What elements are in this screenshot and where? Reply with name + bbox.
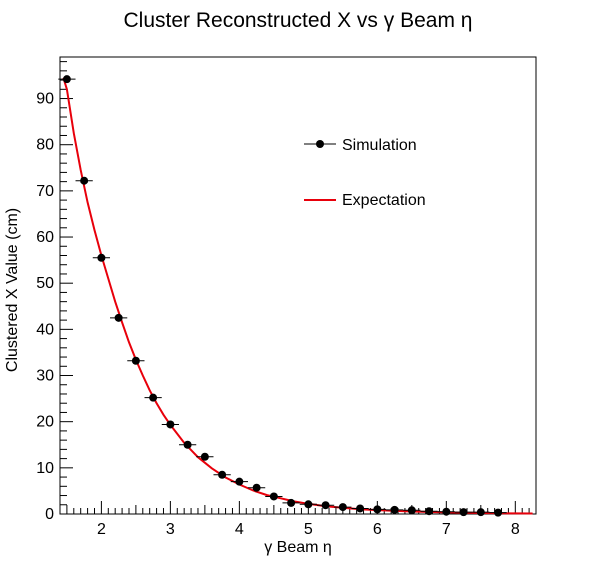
x-tick-label: 3	[166, 521, 175, 538]
simulation-point	[97, 253, 106, 262]
x-tick-label: 8	[511, 521, 520, 538]
chart-title: Cluster Reconstructed X vs γ Beam η	[124, 9, 473, 32]
x-tick-label: 2	[97, 521, 106, 538]
simulation-point	[62, 75, 71, 84]
simulation-point	[218, 470, 227, 479]
simulation-point	[131, 356, 140, 365]
simulation-point	[338, 503, 347, 512]
plot-frame	[59, 56, 537, 515]
simulation-point	[183, 440, 192, 449]
y-tick-label: 50	[36, 275, 54, 292]
simulation-point	[304, 500, 313, 509]
y-tick-label: 90	[36, 91, 54, 108]
x-axis: 2 3 4 5 6 7 8	[59, 501, 537, 538]
legend-simulation-label: Simulation	[342, 137, 417, 154]
y-axis: 0 10 20 30 40 50 60 70 80 90	[36, 61, 73, 523]
y-tick-label: 70	[36, 183, 54, 200]
y-tick-label: 10	[36, 460, 54, 477]
simulation-point	[390, 505, 399, 514]
simulation-point	[407, 506, 416, 515]
simulation-point	[166, 420, 175, 429]
simulation-point	[476, 508, 485, 517]
simulation-point	[356, 504, 365, 513]
y-tick-label: 20	[36, 414, 54, 431]
y-axis-title: Clustered X Value (cm)	[4, 208, 21, 372]
simulation-point	[269, 492, 278, 501]
x-tick-label: 5	[304, 521, 313, 538]
simulation-point	[425, 507, 434, 516]
legend-simulation-marker	[316, 140, 324, 148]
simulation-point	[373, 505, 382, 514]
simulation-point	[235, 477, 244, 486]
expectation-line	[62, 77, 533, 515]
simulation-point	[149, 393, 158, 402]
y-tick-label: 80	[36, 137, 54, 154]
simulation-point	[494, 508, 503, 517]
simulation-point	[459, 508, 468, 517]
x-tick-label: 7	[442, 521, 451, 538]
legend-expectation-label: Expectation	[342, 192, 426, 209]
y-tick-label: 30	[36, 368, 54, 385]
simulation-point	[442, 507, 451, 516]
simulation-point	[200, 452, 209, 461]
y-tick-label: 40	[36, 321, 54, 338]
simulation-point	[80, 176, 89, 185]
simulation-point	[321, 501, 330, 510]
x-tick-label: 4	[235, 521, 244, 538]
simulation-point	[114, 313, 123, 322]
x-axis-title: γ Beam η	[264, 539, 332, 556]
simulation-point	[252, 483, 261, 492]
simulation-point	[287, 498, 296, 507]
y-tick-label: 60	[36, 229, 54, 246]
legend: Simulation Expectation	[304, 137, 426, 209]
x-tick-label: 6	[373, 521, 382, 538]
series-layer	[58, 75, 533, 517]
y-tick-label: 0	[45, 506, 54, 523]
